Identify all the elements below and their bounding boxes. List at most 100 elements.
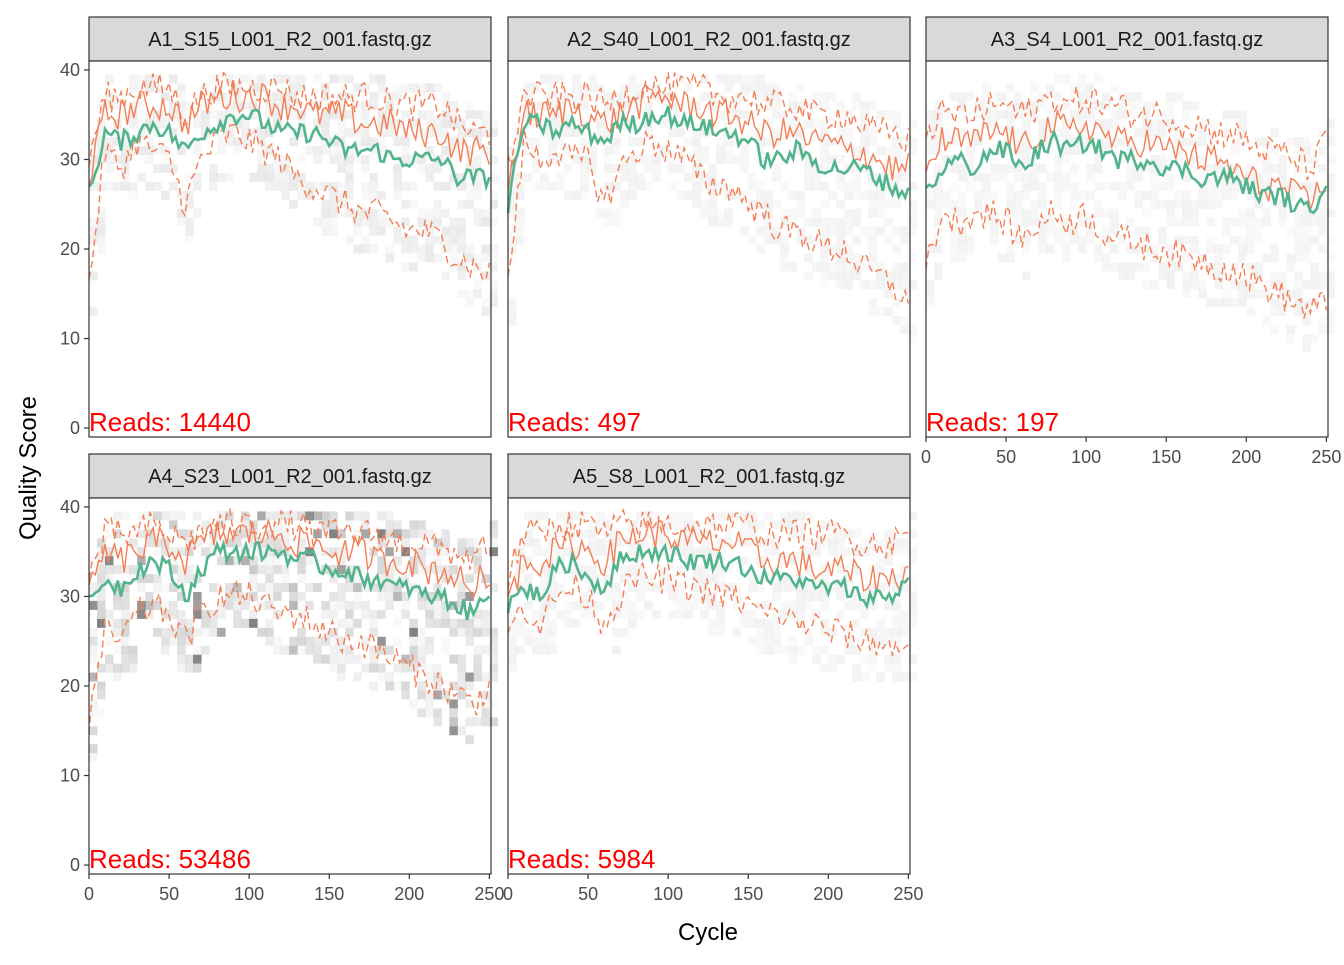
heat-cell bbox=[1054, 172, 1063, 182]
heat-cell bbox=[257, 583, 266, 592]
heat-cell bbox=[556, 119, 565, 129]
heat-cell bbox=[329, 199, 338, 209]
heat-cell bbox=[780, 262, 789, 272]
heat-cell bbox=[828, 244, 837, 254]
heat-cell bbox=[796, 511, 805, 521]
heat-cell bbox=[1198, 119, 1207, 129]
heat-cell bbox=[1278, 208, 1287, 218]
heat-cell bbox=[836, 583, 845, 592]
heat-cell bbox=[620, 565, 629, 575]
heat-cell bbox=[876, 280, 885, 290]
heat-cell bbox=[1302, 253, 1311, 263]
heat-cell bbox=[1302, 217, 1311, 227]
heat-cell bbox=[209, 110, 218, 120]
heat-cell bbox=[417, 600, 426, 610]
heat-cell bbox=[329, 529, 338, 539]
heat-cell bbox=[457, 119, 466, 129]
heat-cell bbox=[740, 511, 749, 521]
heat-cell bbox=[121, 172, 130, 182]
heat-cell bbox=[852, 547, 861, 557]
heat-cell bbox=[417, 529, 426, 539]
heat-cell bbox=[548, 74, 557, 84]
heat-cell bbox=[273, 583, 282, 592]
heat-cell bbox=[321, 208, 330, 218]
heat-cell bbox=[876, 636, 885, 646]
heat-cell bbox=[1070, 137, 1079, 147]
heat-cell bbox=[1198, 155, 1207, 164]
heat-cell bbox=[1182, 235, 1191, 245]
heat-cell bbox=[393, 119, 402, 129]
heat-cell bbox=[756, 146, 765, 155]
heat-cell bbox=[780, 110, 789, 120]
heat-cell bbox=[974, 137, 983, 147]
heat-cell bbox=[1030, 101, 1039, 111]
heat-cell bbox=[1014, 172, 1023, 182]
heat-cell bbox=[796, 592, 805, 601]
heat-cell bbox=[676, 547, 685, 557]
heat-cell bbox=[1230, 181, 1239, 191]
heat-cell bbox=[884, 217, 893, 227]
y-axis-title: Quality Score bbox=[15, 396, 42, 540]
heat-cell bbox=[353, 155, 362, 164]
heat-cell bbox=[820, 538, 829, 548]
heat-cell bbox=[169, 74, 178, 84]
heat-cell bbox=[1062, 74, 1071, 84]
heat-cell bbox=[836, 280, 845, 290]
heat-cell bbox=[257, 172, 266, 182]
heat-cell bbox=[273, 92, 282, 102]
heat-cell bbox=[161, 511, 170, 521]
heat-cell bbox=[892, 600, 901, 610]
heat-cell bbox=[393, 681, 402, 691]
heat-cell bbox=[844, 529, 853, 539]
heat-cell bbox=[209, 181, 218, 191]
heat-cell bbox=[852, 645, 861, 655]
heat-cell bbox=[1022, 101, 1031, 111]
heat-cell bbox=[668, 574, 677, 584]
heat-cell bbox=[540, 181, 549, 191]
heat-cell bbox=[265, 574, 274, 584]
heat-cell bbox=[177, 101, 186, 111]
heat-cell bbox=[361, 110, 370, 120]
heat-cell bbox=[884, 529, 893, 539]
heat-cell bbox=[852, 208, 861, 218]
heat-cell bbox=[385, 253, 394, 263]
heat-cell bbox=[1070, 181, 1079, 191]
heat-cell bbox=[1126, 137, 1135, 147]
heat-cell bbox=[177, 110, 186, 120]
heat-cell bbox=[828, 217, 837, 227]
heat-cell bbox=[588, 574, 597, 584]
heat-cell bbox=[772, 547, 781, 557]
heat-cell bbox=[433, 609, 442, 619]
heat-cell bbox=[532, 83, 541, 93]
heat-cell bbox=[868, 547, 877, 557]
heat-cell bbox=[105, 663, 114, 673]
heat-cell bbox=[1070, 83, 1079, 93]
heat-cell bbox=[129, 645, 138, 655]
heat-cell bbox=[580, 565, 589, 575]
heat-cell bbox=[1014, 101, 1023, 111]
heat-cell bbox=[620, 101, 629, 111]
heat-cell bbox=[556, 547, 565, 557]
heat-cell bbox=[652, 172, 661, 182]
heat-cell bbox=[796, 547, 805, 557]
mean-line bbox=[925, 128, 1328, 215]
heat-cell bbox=[716, 217, 725, 227]
heat-cell bbox=[297, 83, 306, 93]
heat-cell bbox=[1022, 155, 1031, 164]
heat-cell bbox=[1222, 217, 1231, 227]
heat-cell bbox=[1126, 101, 1135, 111]
heat-cell bbox=[361, 119, 370, 129]
heat-cell bbox=[249, 83, 258, 93]
heat-cell bbox=[393, 663, 402, 673]
x-tick-label: 250 bbox=[1311, 447, 1341, 467]
heat-cell bbox=[1142, 190, 1151, 200]
heat-cell bbox=[1246, 172, 1255, 182]
heat-cell bbox=[828, 654, 837, 664]
heat-cell bbox=[177, 511, 186, 521]
heat-cell bbox=[265, 627, 274, 637]
heat-cell bbox=[740, 137, 749, 147]
heat-cell bbox=[764, 574, 773, 584]
heat-cell bbox=[385, 128, 394, 138]
heat-cell bbox=[668, 128, 677, 138]
heat-cell bbox=[820, 119, 829, 129]
